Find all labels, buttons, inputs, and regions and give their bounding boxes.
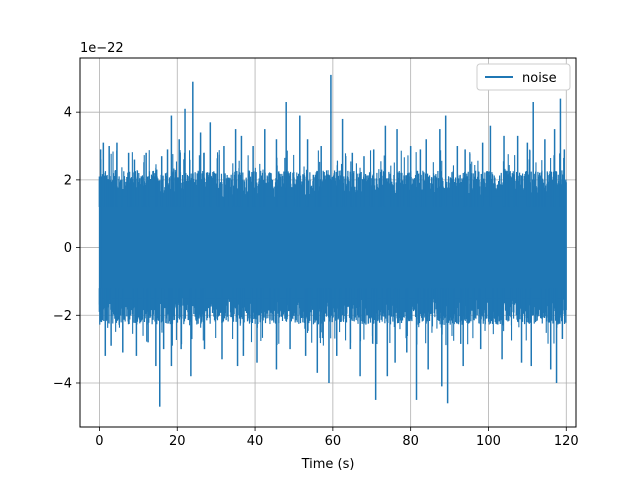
x-tick-label: 80 [402,434,419,449]
noise-band-core [101,196,565,299]
plot-frame [79,57,577,428]
x-tick-label: 20 [169,434,186,449]
y-tick-label: 0 [64,241,72,256]
x-axis: 0 20 40 60 80 100 120 [95,427,579,449]
x-axis-label: Time (s) [301,457,355,472]
y-axis: −4 −2 0 2 4 [53,106,80,391]
series-noise [98,74,567,407]
y-offset-label: 1e−22 [80,41,124,56]
y-tick-label: 4 [64,106,72,121]
legend-label-noise: noise [522,71,557,86]
x-tick-label: 60 [325,434,342,449]
x-tick-label: 40 [247,434,264,449]
x-tick-label: 0 [95,434,103,449]
x-tick-label: 100 [476,434,501,449]
y-tick-label: −2 [53,309,72,324]
y-tick-label: 2 [64,173,72,188]
x-tick-label: 120 [554,434,579,449]
y-tick-label: −4 [53,376,72,391]
legend-box [476,63,571,91]
legend: noise [476,63,571,91]
